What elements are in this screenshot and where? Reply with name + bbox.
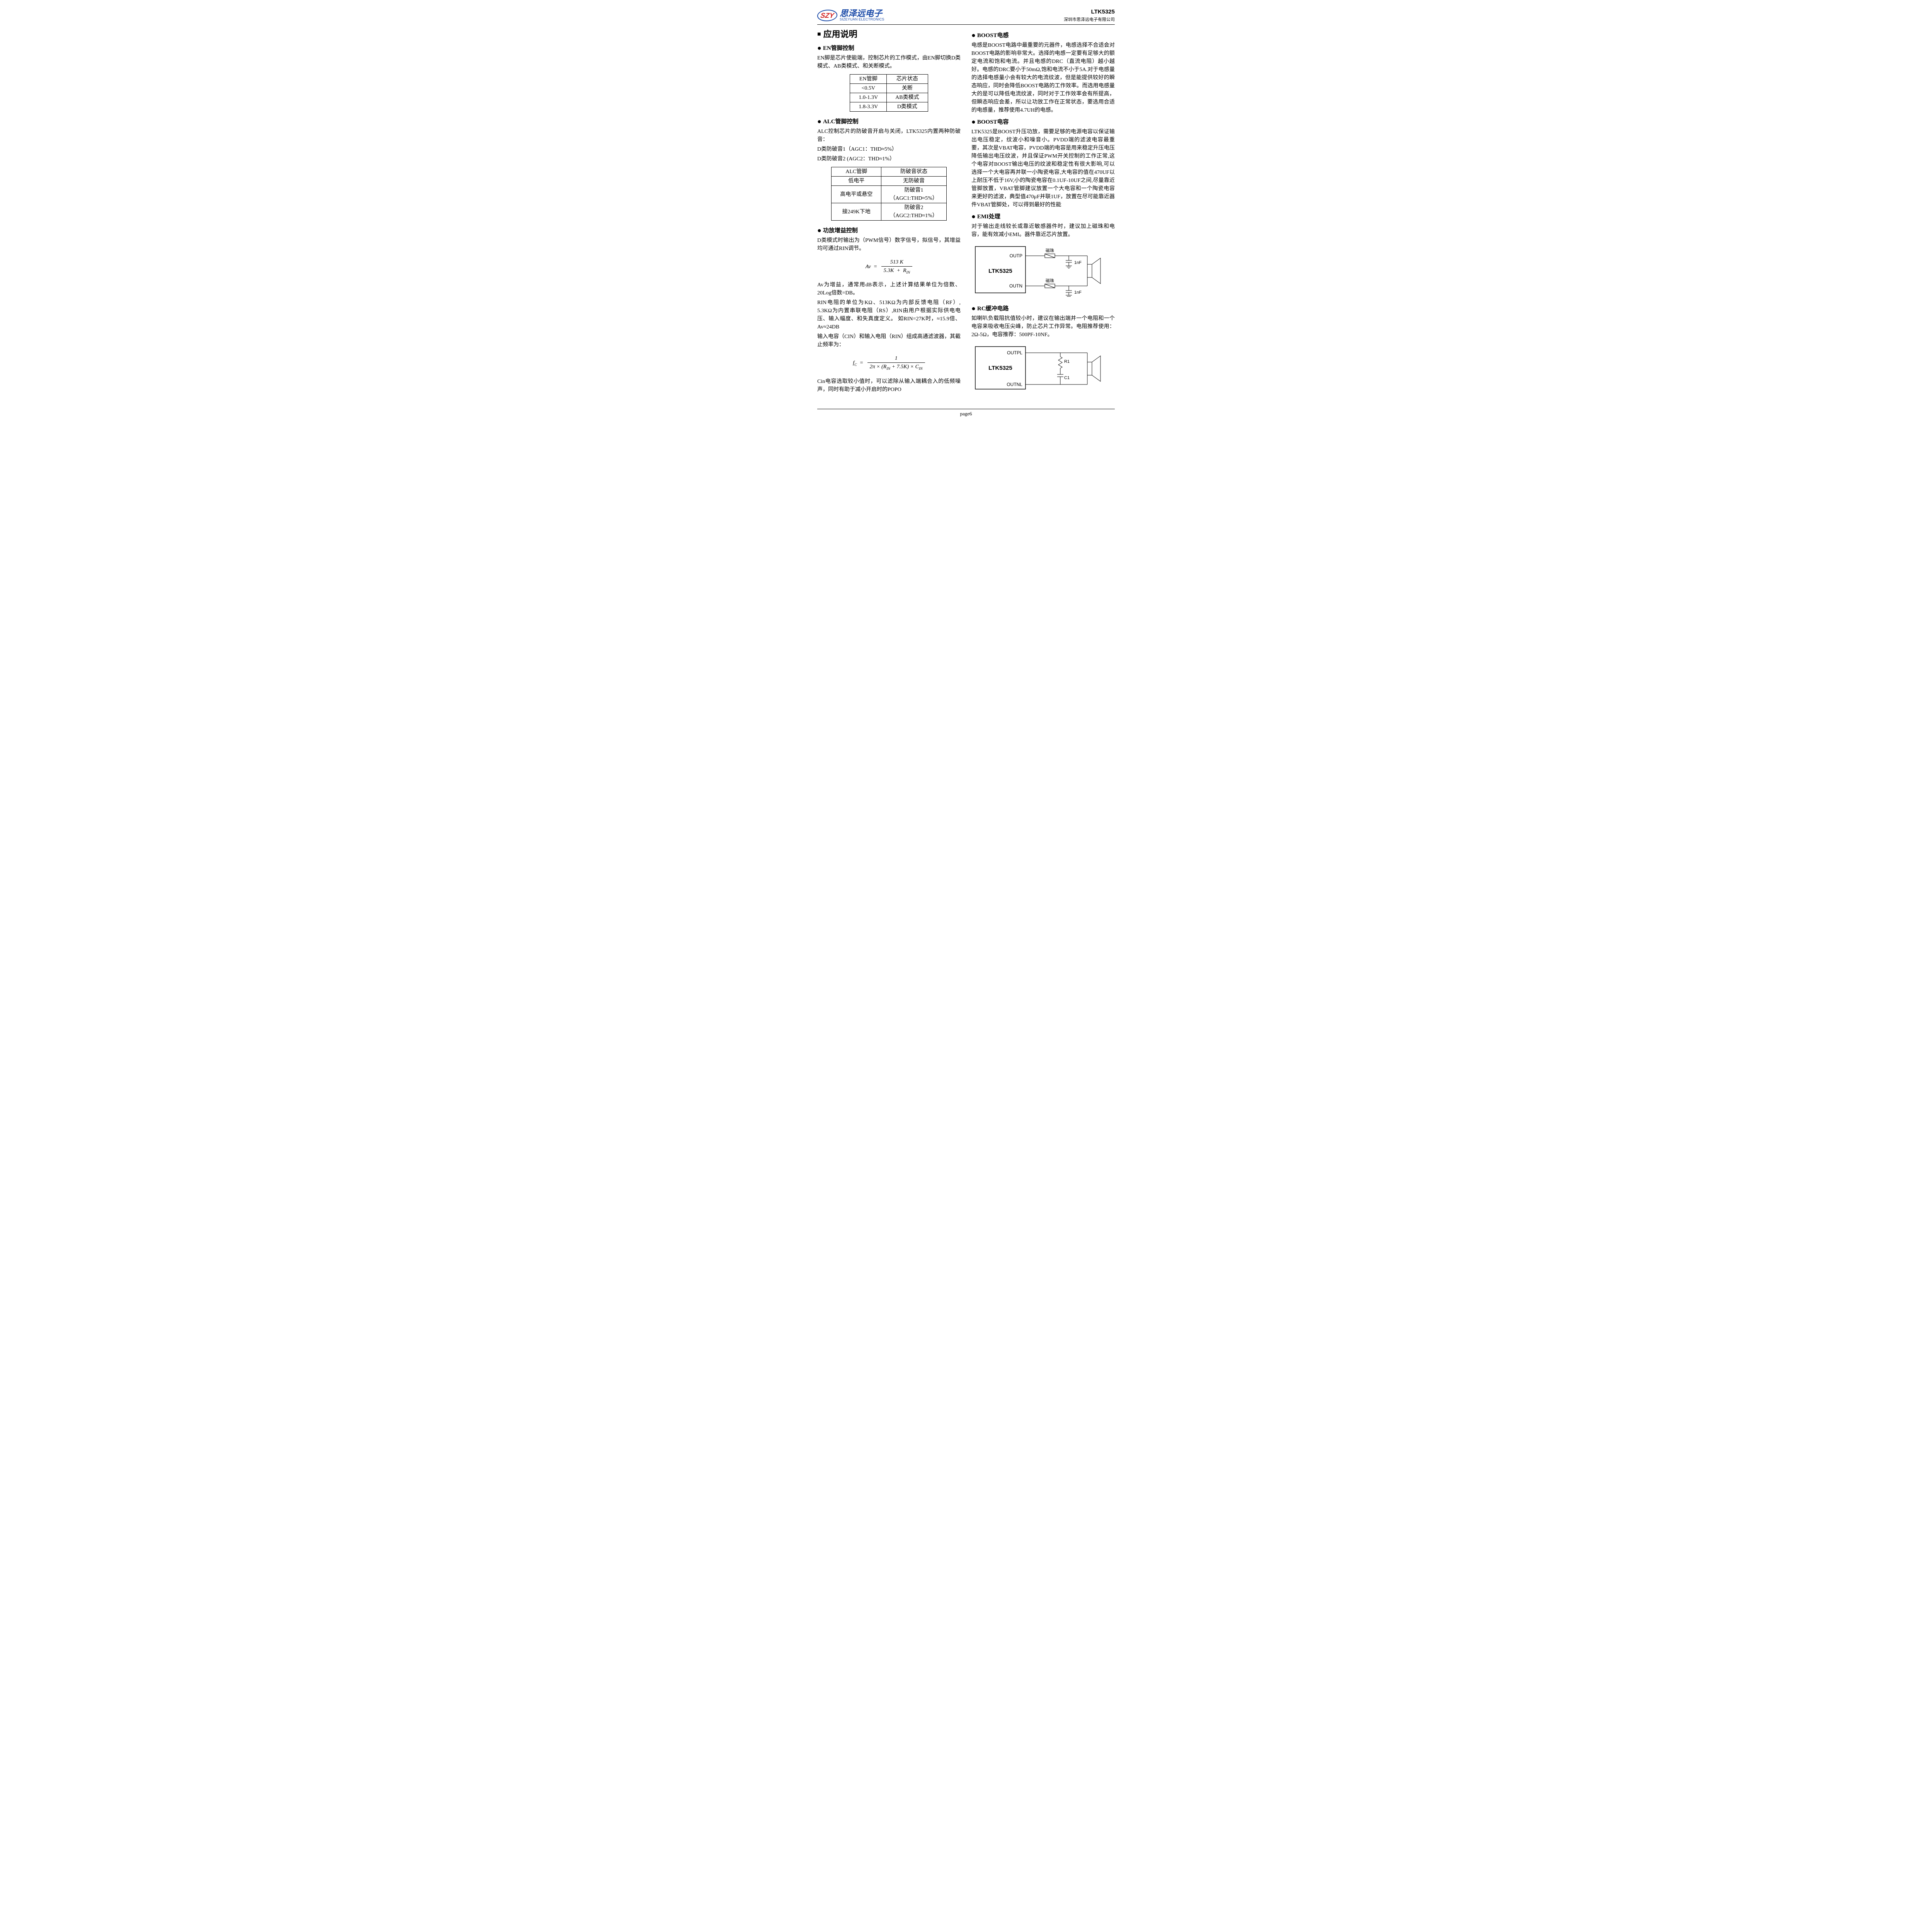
main-heading: ■应用说明 xyxy=(817,28,961,41)
logo-mark: SZY xyxy=(816,10,838,21)
rc-desc: 如喇叭负载阻抗值较小时，建议在输出端并一个电阻和一个电容来吸收电压尖峰，防止芯片… xyxy=(971,315,1115,339)
gain-desc4: 输入电容（CIN）和输入电阻（RIN）组成高通滤波器，其截止频率为： xyxy=(817,333,961,349)
table-row: ALC管脚 防破音状态 xyxy=(832,167,947,177)
gain-desc3: RIN电阻的单位为KΩ、513KΩ为内部反馈电阻（RF）, 5.3KΩ为内置串联… xyxy=(817,299,961,331)
svg-text:1nF: 1nF xyxy=(1074,260,1082,265)
content-columns: ■应用说明 ●EN管脚控制 EN脚是芯片使能端，控制芯片的工作模式，由EN脚切换… xyxy=(817,28,1115,400)
main-heading-text: 应用说明 xyxy=(823,29,857,39)
emi-heading: ●EMI处理 xyxy=(971,211,1115,222)
rc-diagram: LTK5325 OUTPL OUTNL R1 C1 xyxy=(971,343,1115,396)
table-header: ALC管脚 xyxy=(832,167,881,177)
logo-text: 思泽远电子 SIZEYUAN ELECTRONICS xyxy=(840,9,884,21)
company-name: 深圳市思泽远电子有限公司 xyxy=(1064,17,1115,23)
gain-desc2: Av为增益，通常用dB表示，上述计算结果单位为倍数、20Log倍数=DB。 xyxy=(817,281,961,297)
rc-heading: ●RC缓冲电路 xyxy=(971,303,1115,314)
page-header: SZY 思泽远电子 SIZEYUAN ELECTRONICS LTK5325 深… xyxy=(817,8,1115,25)
table-row: 接249K下地防破音2 （AGC2:THD≈1%） xyxy=(832,203,947,221)
table-header: EN管脚 xyxy=(850,75,887,84)
alc-pin-table: ALC管脚 防破音状态 低电平无防破音 高电平或悬空防破音1 （AGC1:THD… xyxy=(831,167,947,221)
en-pin-heading: ●EN管脚控制 xyxy=(817,43,961,53)
boost-l-heading: ●BOOST电感 xyxy=(971,30,1115,41)
gain-desc1: D类模式时输出为（PWM信号）数字信号，拟信号，其增益均可通过RIN调节。 xyxy=(817,236,961,253)
svg-text:磁珠: 磁珠 xyxy=(1046,248,1054,253)
right-column: ●BOOST电感 电感是BOOST电路中最重要的元器件，电感选择不合适会对BOO… xyxy=(971,28,1115,400)
gain-desc5: Cin电容选取较小值时，可以滤除从输入端耦合入的低频噪声，同时有助于减小开启时的… xyxy=(817,378,961,394)
alc-desc1: ALC控制芯片的防破音开启与关闭，LTK5325内置两种防破音： xyxy=(817,128,961,144)
header-right: LTK5325 深圳市思泽远电子有限公司 xyxy=(1064,8,1115,23)
table-row: <0.5V关断 xyxy=(850,84,928,93)
table-header: 芯片状态 xyxy=(887,75,928,84)
svg-text:1nF: 1nF xyxy=(1074,290,1082,295)
svg-text:磁珠: 磁珠 xyxy=(1046,278,1054,283)
logo-chinese: 思泽远电子 xyxy=(840,9,884,18)
boost-l-desc: 电感是BOOST电路中最重要的元器件，电感选择不合适会对BOOST电路的影响非常… xyxy=(971,41,1115,114)
emi-desc: 对于输出走线较长或靠近敏感器件时，建议加上磁珠和电容，能有效减小EMI。器件靠近… xyxy=(971,223,1115,239)
boost-c-heading: ●BOOST电容 xyxy=(971,117,1115,127)
part-number: LTK5325 xyxy=(1064,8,1115,17)
table-header: 防破音状态 xyxy=(881,167,947,177)
svg-text:C1: C1 xyxy=(1064,376,1070,380)
svg-text:OUTP: OUTP xyxy=(1010,253,1022,259)
gain-heading: ●功放增益控制 xyxy=(817,225,961,236)
table-row: 1.0-1.3VAB类模式 xyxy=(850,93,928,102)
alc-desc3: D类防破音2 (AGC2：THD≈1%） xyxy=(817,155,961,163)
left-column: ■应用说明 ●EN管脚控制 EN脚是芯片使能端，控制芯片的工作模式，由EN脚切换… xyxy=(817,28,961,400)
av-formula: Av = 513 K 5.3K + RIN xyxy=(817,258,961,276)
en-pin-desc: EN脚是芯片使能端，控制芯片的工作模式，由EN脚切换D类模式、AB类模式、和关断… xyxy=(817,54,961,70)
logo: SZY 思泽远电子 SIZEYUAN ELECTRONICS xyxy=(817,9,884,21)
svg-text:OUTN: OUTN xyxy=(1009,283,1022,289)
alc-pin-heading: ●ALC管脚控制 xyxy=(817,116,961,127)
emi-diagram: LTK5325 OUTP OUTN 磁珠 1nF xyxy=(971,243,1115,299)
svg-text:R1: R1 xyxy=(1064,359,1070,364)
svg-text:OUTNL: OUTNL xyxy=(1007,382,1022,387)
table-row: 高电平或悬空防破音1 （AGC1:THD≈5%） xyxy=(832,186,947,203)
en-pin-table: EN管脚 芯片状态 <0.5V关断 1.0-1.3VAB类模式 1.8-3.3V… xyxy=(850,74,928,112)
fc-formula: fC = 1 2π × (RIN + 7.5K) × CIN xyxy=(817,354,961,372)
table-row: EN管脚 芯片状态 xyxy=(850,75,928,84)
logo-english: SIZEYUAN ELECTRONICS xyxy=(840,18,884,21)
table-row: 1.8-3.3VD类模式 xyxy=(850,102,928,112)
page-footer: page6 xyxy=(817,409,1115,418)
boost-c-desc: LTK5325是BOOST升压功放，需要足够的电源电容以保证输出电压稳定，纹波小… xyxy=(971,128,1115,209)
svg-text:OUTPL: OUTPL xyxy=(1007,350,1022,355)
alc-desc2: D类防破音1（AGC1：THD≈5%） xyxy=(817,145,961,153)
svg-text:LTK5325: LTK5325 xyxy=(988,365,1012,371)
svg-text:LTK5325: LTK5325 xyxy=(988,268,1012,274)
page-number: page6 xyxy=(960,411,972,417)
table-row: 低电平无防破音 xyxy=(832,177,947,186)
